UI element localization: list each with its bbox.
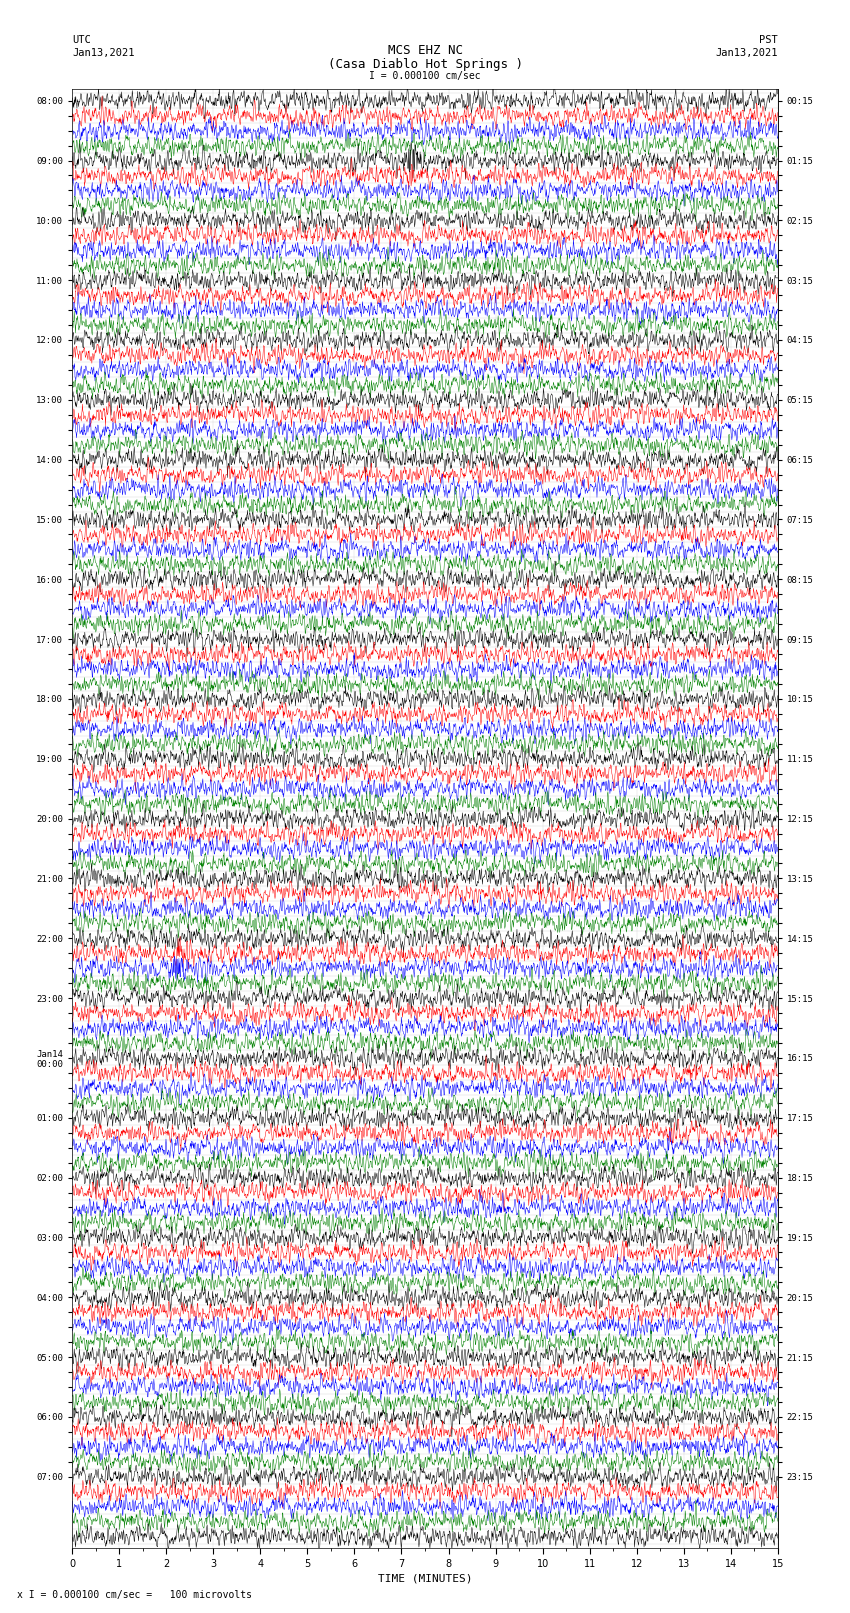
Text: MCS EHZ NC: MCS EHZ NC <box>388 44 462 56</box>
Text: UTC: UTC <box>72 35 91 45</box>
Text: Jan13,2021: Jan13,2021 <box>72 48 135 58</box>
X-axis label: TIME (MINUTES): TIME (MINUTES) <box>377 1573 473 1582</box>
Text: Jan13,2021: Jan13,2021 <box>715 48 778 58</box>
Text: x I = 0.000100 cm/sec =   100 microvolts: x I = 0.000100 cm/sec = 100 microvolts <box>17 1590 252 1600</box>
Text: PST: PST <box>759 35 778 45</box>
Text: (Casa Diablo Hot Springs ): (Casa Diablo Hot Springs ) <box>327 58 523 71</box>
Text: I = 0.000100 cm/sec: I = 0.000100 cm/sec <box>369 71 481 81</box>
